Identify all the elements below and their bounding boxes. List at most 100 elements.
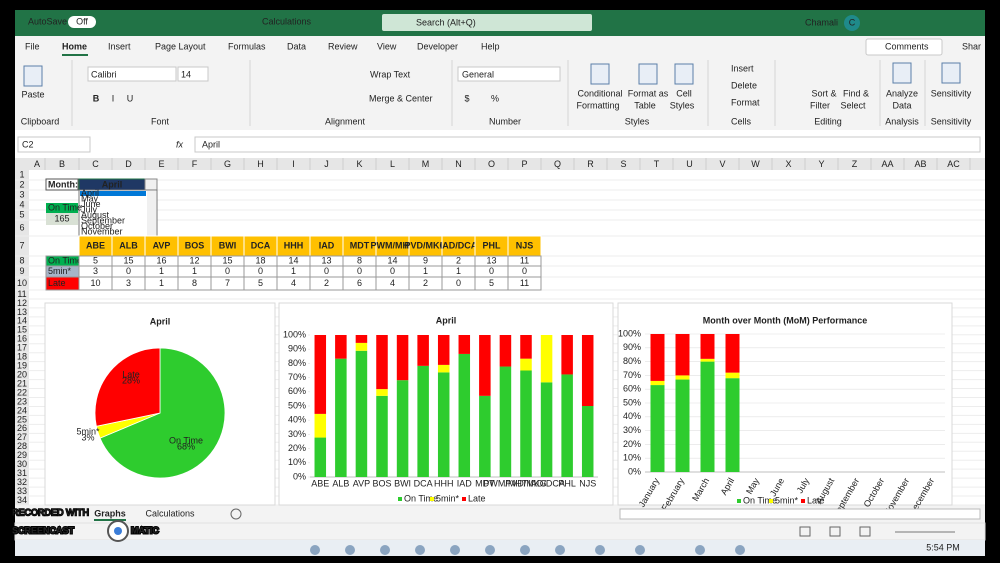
ribbon-tab[interactable]: Home xyxy=(62,41,87,51)
ribbon-tab[interactable]: Page Layout xyxy=(155,41,206,51)
ribbon-command[interactable]: Insert xyxy=(731,63,754,73)
ribbon-command[interactable]: Delete xyxy=(731,80,757,90)
name-box[interactable] xyxy=(17,136,91,153)
taskbar-icon[interactable] xyxy=(415,545,425,555)
row-header: 31 xyxy=(17,468,27,478)
bar-segment xyxy=(700,358,715,362)
chart-area[interactable] xyxy=(617,302,953,506)
ribbon-tab[interactable]: Review xyxy=(328,41,358,51)
bar-segment xyxy=(458,335,471,354)
ribbon-tab[interactable]: Data xyxy=(287,41,306,51)
taskbar-icon[interactable] xyxy=(380,545,390,555)
dropdown-option[interactable]: October xyxy=(81,221,113,231)
view-button[interactable] xyxy=(829,526,841,537)
ribbon-command[interactable]: Format xyxy=(731,97,760,107)
cell-value: 0 xyxy=(126,266,131,276)
ribbon-command[interactable]: Table xyxy=(634,100,656,110)
ribbon-command[interactable]: I xyxy=(112,93,115,103)
ribbon-command[interactable]: % xyxy=(491,93,499,103)
ribbon-input[interactable] xyxy=(87,66,177,82)
ribbon-tab[interactable]: View xyxy=(377,41,397,51)
bar-segment xyxy=(417,335,429,366)
ribbon-command[interactable]: Select xyxy=(840,100,866,110)
dropdown-option[interactable]: September xyxy=(81,215,125,225)
ribbon-command[interactable]: U xyxy=(127,93,134,103)
dropdown-option[interactable]: July xyxy=(81,204,98,214)
taskbar-icon[interactable] xyxy=(450,545,460,555)
ribbon-tab[interactable]: Help xyxy=(481,41,500,51)
y-tick-label: 90% xyxy=(288,344,306,354)
column-header: A xyxy=(34,159,40,169)
x-tick-label: NJS xyxy=(579,478,596,488)
dropdown-option[interactable]: August xyxy=(81,210,110,220)
share-label[interactable]: Shar xyxy=(962,41,981,51)
y-tick-label: 100% xyxy=(283,329,306,339)
ribbon-input[interactable] xyxy=(457,66,561,82)
view-button[interactable] xyxy=(799,526,811,537)
autosave-toggle[interactable] xyxy=(68,16,96,28)
y-tick-label: 90% xyxy=(623,342,641,352)
ribbon-command[interactable]: Find & xyxy=(843,88,869,98)
sheet-tab[interactable]: Graphs xyxy=(94,508,126,518)
cell-value: 0 xyxy=(258,266,263,276)
ribbon-command[interactable]: Sort & xyxy=(811,88,836,98)
month-value[interactable]: April xyxy=(102,179,123,189)
taskbar-icon[interactable] xyxy=(485,545,495,555)
taskbar-icon[interactable] xyxy=(635,545,645,555)
taskbar-icon[interactable] xyxy=(735,545,745,555)
ribbon-command[interactable]: Merge & Center xyxy=(369,93,433,103)
ribbon-command[interactable]: $ xyxy=(464,93,469,103)
ribbon-command[interactable]: Filter xyxy=(810,100,830,110)
taskbar-icon[interactable] xyxy=(345,545,355,555)
ribbon-tab[interactable]: Insert xyxy=(108,41,131,51)
x-tick-label: PVD/MKG xyxy=(505,478,547,488)
y-tick-label: 0% xyxy=(628,466,641,476)
cell-value: 1 xyxy=(192,266,197,276)
taskbar-icon[interactable] xyxy=(520,545,530,555)
pie-slice xyxy=(94,347,161,427)
ribbon-command[interactable]: Sensitivity xyxy=(931,88,972,98)
add-sheet-button[interactable] xyxy=(230,508,242,520)
ribbon-tab[interactable]: Formulas xyxy=(228,41,266,51)
ribbon-tab[interactable]: Developer xyxy=(417,41,458,51)
y-tick-label: 30% xyxy=(623,425,641,435)
ribbon-command[interactable]: Wrap Text xyxy=(370,69,411,79)
taskbar-icon[interactable] xyxy=(595,545,605,555)
ribbon-tab[interactable]: File xyxy=(25,41,40,51)
ribbon-command[interactable]: Cell xyxy=(676,88,692,98)
ribbon-command[interactable]: B xyxy=(93,93,100,103)
bar-segment xyxy=(700,334,715,359)
taskbar-icon[interactable] xyxy=(555,545,565,555)
taskbar-icon[interactable] xyxy=(310,545,320,555)
ribbon-command[interactable]: Conditional xyxy=(577,88,622,98)
dropdown-option[interactable]: June xyxy=(81,199,101,209)
cell-value: 5 xyxy=(93,255,98,265)
ribbon-command[interactable]: 14 xyxy=(181,69,191,79)
comments-label[interactable]: Comments xyxy=(885,41,929,51)
dropdown-option[interactable]: April xyxy=(81,188,99,198)
search-box[interactable] xyxy=(382,14,592,31)
horizontal-scrollbar[interactable] xyxy=(619,508,981,520)
sheet-tab[interactable]: Calculations xyxy=(145,508,195,518)
bar-segment xyxy=(376,389,388,396)
dropdown-option[interactable]: November xyxy=(81,226,123,236)
comments-button[interactable] xyxy=(865,38,943,56)
view-button[interactable] xyxy=(859,526,871,537)
ribbon-input[interactable] xyxy=(177,66,209,82)
formula-input[interactable] xyxy=(194,136,981,153)
ribbon-command[interactable]: Styles xyxy=(670,100,695,110)
ribbon-command[interactable]: Analyze xyxy=(886,88,918,98)
dropdown-button[interactable] xyxy=(144,178,158,191)
ribbon-command[interactable]: Data xyxy=(892,100,911,110)
column-header: W xyxy=(751,159,760,169)
dropdown-option[interactable]: May xyxy=(81,193,99,203)
header-text: HHH xyxy=(284,240,304,250)
taskbar-icon[interactable] xyxy=(695,545,705,555)
ribbon-command[interactable]: Format as xyxy=(628,88,669,98)
ribbon-command[interactable]: Formatting xyxy=(576,100,619,110)
ribbon-command[interactable]: General xyxy=(462,69,494,79)
ribbon-command[interactable]: Paste xyxy=(21,89,44,99)
ribbon-command[interactable]: Calibri xyxy=(91,69,117,79)
legend-label: Late xyxy=(807,495,825,505)
